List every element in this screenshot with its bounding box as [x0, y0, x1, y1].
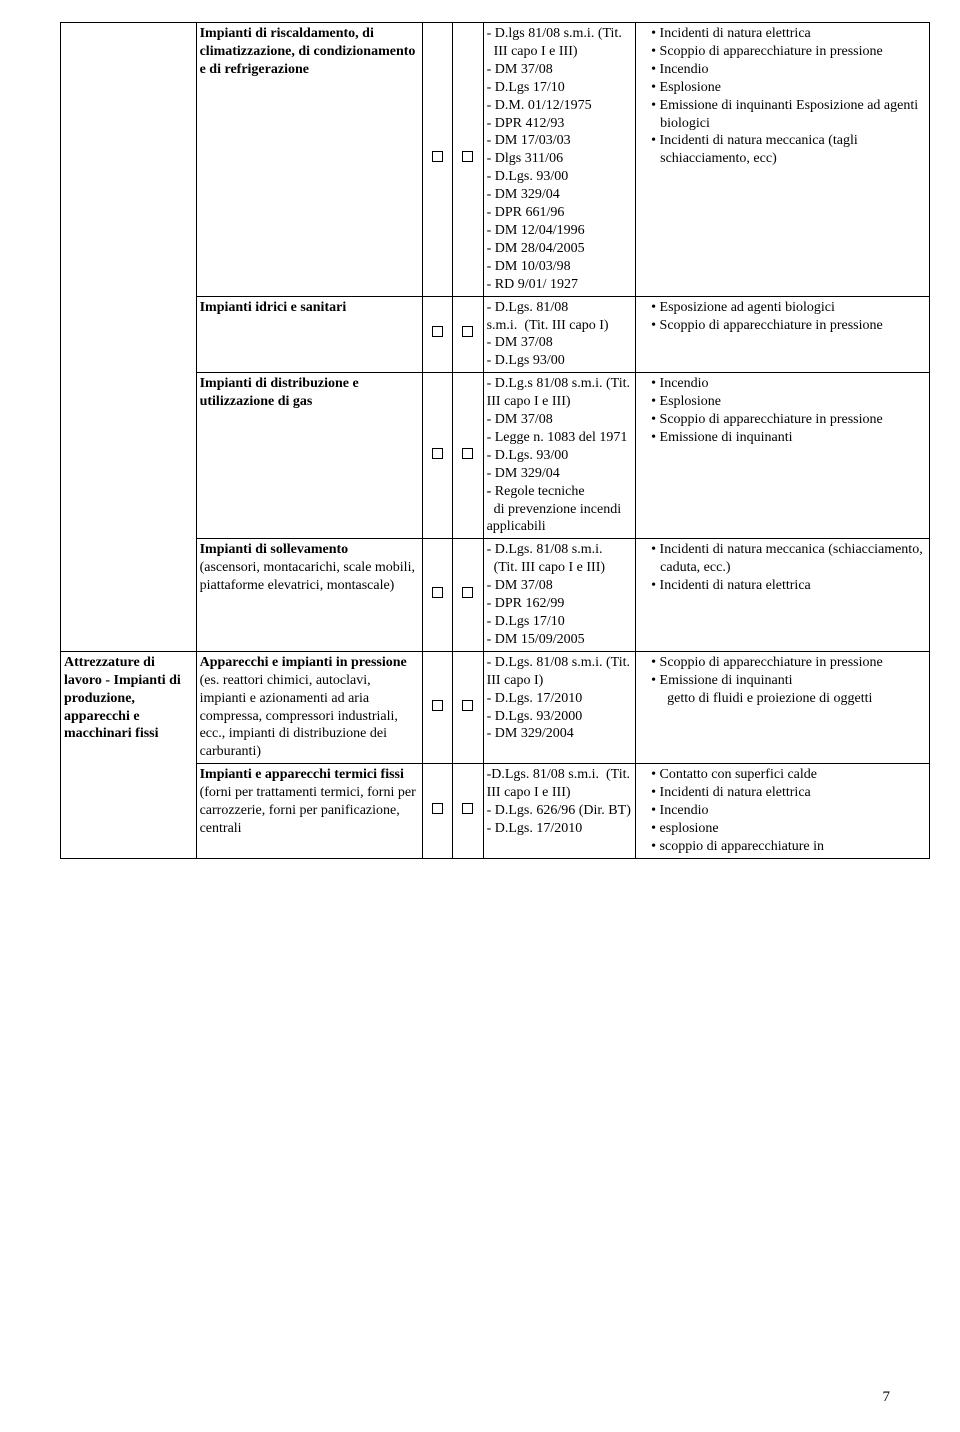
- list-item: Incidenti di natura elettrica: [651, 577, 926, 595]
- checkbox-icon[interactable]: [432, 326, 443, 337]
- table-row: Impianti di riscaldamento, di climatizza…: [61, 23, 930, 297]
- item-title: Impianti di riscaldamento, di climatizza…: [200, 26, 416, 77]
- checkbox-cell: [422, 764, 453, 859]
- item-title: Impianti e apparecchi termici fissi: [200, 767, 404, 782]
- item-cell: Impianti di sollevamento (ascensori, mon…: [196, 539, 422, 651]
- checkbox-icon[interactable]: [462, 700, 473, 711]
- list-item: Emissione di inquinanti getto di fluidi …: [651, 672, 926, 708]
- item-title: Impianti idrici e sanitari: [200, 300, 347, 315]
- list-item: Scoppio di apparecchiature in pressione: [651, 317, 926, 335]
- list-item: Scoppio di apparecchiature in pressione: [651, 43, 926, 61]
- checkbox-icon[interactable]: [462, 448, 473, 459]
- group-cell-empty: [61, 23, 197, 652]
- item-cell: Impianti e apparecchi termici fissi (forn…: [196, 764, 422, 859]
- item-desc: (es. reattori chimici, autoclavi, impian…: [200, 673, 398, 760]
- list-item: Scoppio di apparecchiature in pressione: [651, 411, 926, 429]
- bullet-list: Incidenti di natura meccanica (schiaccia…: [639, 541, 926, 595]
- list-item: Contatto con superfici calde: [651, 766, 926, 784]
- checkbox-cell: [422, 23, 453, 297]
- bullet-list: Esposizione ad agenti biologici Scoppio …: [639, 299, 926, 335]
- item-cell: Impianti di distribuzione e utilizzazion…: [196, 373, 422, 539]
- checkbox-cell: [453, 296, 484, 373]
- risks-cell: Incendio Esplosione Scoppio di apparecch…: [636, 373, 930, 539]
- list-item: Esplosione: [651, 393, 926, 411]
- checkbox-icon[interactable]: [432, 587, 443, 598]
- references-cell: - D.Lg.s 81/08 s.m.i. (Tit. III capo I e…: [483, 373, 636, 539]
- list-item: esplosione: [651, 820, 926, 838]
- list-item: Incendio: [651, 802, 926, 820]
- references-cell: - D.Lgs. 81/08 s.m.i. (Tit. III capo I)-…: [483, 296, 636, 373]
- bullet-list: Incidenti di natura elettrica Scoppio di…: [639, 25, 926, 168]
- references-cell: - D.Lgs. 81/08 s.m.i. (Tit. III capo I e…: [483, 539, 636, 651]
- checkbox-cell: [422, 296, 453, 373]
- risks-cell: Incidenti di natura meccanica (schiaccia…: [636, 539, 930, 651]
- references-cell: - D.Lgs. 81/08 s.m.i. (Tit. III capo I)-…: [483, 651, 636, 763]
- bullet-list: Contatto con superfici calde Incidenti d…: [639, 766, 926, 856]
- risks-cell: Contatto con superfici calde Incidenti d…: [636, 764, 930, 859]
- checkbox-cell: [422, 539, 453, 651]
- item-title: Apparecchi e impianti in pressione: [200, 655, 407, 670]
- group-header-cell: Attrezzature di lavoro - Impianti di pro…: [61, 651, 197, 858]
- checkbox-icon[interactable]: [462, 587, 473, 598]
- references-cell: -D.Lgs. 81/08 s.m.i. (Tit. III capo I e …: [483, 764, 636, 859]
- checkbox-cell: [422, 651, 453, 763]
- item-title: Impianti di distribuzione e utilizzazion…: [200, 376, 359, 409]
- item-title: Impianti di sollevamento: [200, 542, 349, 557]
- item-cell: Impianti di riscaldamento, di climatizza…: [196, 23, 422, 297]
- checkbox-cell: [453, 539, 484, 651]
- checkbox-cell: [453, 23, 484, 297]
- list-item: scoppio di apparecchiature in: [651, 838, 926, 856]
- list-item: Incendio: [651, 375, 926, 393]
- list-item: Incidenti di natura meccanica (tagli sch…: [651, 132, 926, 168]
- list-item: Incendio: [651, 61, 926, 79]
- checkbox-cell: [422, 373, 453, 539]
- bullet-list: Scoppio di apparecchiature in pressione …: [639, 654, 926, 708]
- list-item: Incidenti di natura elettrica: [651, 25, 926, 43]
- list-item: Emissione di inquinanti: [651, 429, 926, 447]
- list-item: Incidenti di natura elettrica: [651, 784, 926, 802]
- list-item: Emissione di inquinanti Esposizione ad a…: [651, 97, 926, 133]
- item-desc: (ascensori, montacarichi, scale mobili, …: [200, 560, 415, 593]
- table-row: Attrezzature di lavoro - Impianti di pro…: [61, 651, 930, 763]
- list-item: Esposizione ad agenti biologici: [651, 299, 926, 317]
- risks-cell: Incidenti di natura elettrica Scoppio di…: [636, 23, 930, 297]
- item-desc: (forni per trattamenti termici, forni pe…: [200, 785, 416, 836]
- risks-cell: Scoppio di apparecchiature in pressione …: [636, 651, 930, 763]
- checkbox-icon[interactable]: [462, 803, 473, 814]
- risks-cell: Esposizione ad agenti biologici Scoppio …: [636, 296, 930, 373]
- bullet-list: Incendio Esplosione Scoppio di apparecch…: [639, 375, 926, 447]
- checkbox-cell: [453, 764, 484, 859]
- list-item: Scoppio di apparecchiature in pressione: [651, 654, 926, 672]
- checkbox-icon[interactable]: [432, 803, 443, 814]
- regulations-table: Impianti di riscaldamento, di climatizza…: [60, 22, 930, 859]
- page-number: 7: [883, 1389, 891, 1406]
- item-cell: Apparecchi e impianti in pressione (es. r…: [196, 651, 422, 763]
- checkbox-icon[interactable]: [432, 448, 443, 459]
- checkbox-icon[interactable]: [462, 326, 473, 337]
- document-page: Impianti di riscaldamento, di climatizza…: [0, 22, 960, 1432]
- references-cell: - D.lgs 81/08 s.m.i. (Tit. III capo I e …: [483, 23, 636, 297]
- checkbox-cell: [453, 373, 484, 539]
- list-item: Incidenti di natura meccanica (schiaccia…: [651, 541, 926, 577]
- list-item: Esplosione: [651, 79, 926, 97]
- item-cell: Impianti idrici e sanitari: [196, 296, 422, 373]
- checkbox-icon[interactable]: [462, 151, 473, 162]
- checkbox-icon[interactable]: [432, 151, 443, 162]
- checkbox-cell: [453, 651, 484, 763]
- checkbox-icon[interactable]: [432, 700, 443, 711]
